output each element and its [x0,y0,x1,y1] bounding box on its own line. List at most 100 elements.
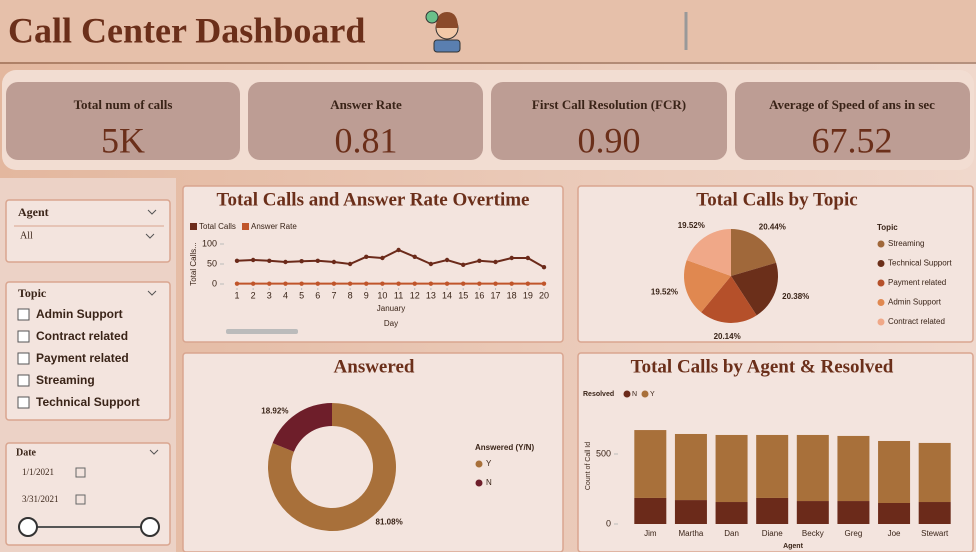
legend-swatch [475,460,483,468]
kpi-card: Answer Rate 0.81 [248,82,483,160]
point [331,281,337,286]
x-tick-label: Jim [644,529,657,538]
point [428,281,434,286]
bar-segment [878,440,911,503]
bar-segment [674,500,707,524]
donut-slice [272,403,332,452]
legend-swatch [877,240,885,248]
date-start[interactable]: 1/1/2021 [22,467,54,477]
kpi-value: 0.81 [335,120,398,160]
point [461,262,466,267]
agent-slicer[interactable]: Agent All [5,199,171,263]
point [525,255,531,261]
x-tick-label: 2 [251,290,256,300]
header-bar [0,0,976,62]
point [347,261,353,267]
point [541,265,547,270]
calendar-icon[interactable] [75,467,86,478]
point [444,257,450,263]
point [412,254,417,259]
x-tick-label: 14 [442,290,452,300]
chevron [149,449,159,455]
legend-label: Answer Rate [251,222,297,231]
y-tick-label: 0 [606,518,611,528]
point [493,281,498,286]
data-label: 20.14% [714,332,741,341]
legend-label: Technical Support [888,259,952,268]
bar-segment [796,501,829,524]
point [347,281,353,286]
topic-option[interactable]: Technical Support [17,395,140,409]
kpi-value: 67.52 [812,120,893,160]
point [234,258,240,263]
scrollbar[interactable] [226,329,298,334]
point [396,247,401,253]
point [283,259,288,265]
date-end[interactable]: 3/31/2021 [22,494,59,504]
x-tick-label: 12 [410,290,420,300]
bar-segment [918,442,951,503]
topic-option[interactable]: Payment related [17,351,129,365]
chevron [147,209,157,215]
slider-handle[interactable] [18,517,38,537]
x-tick-label: 15 [458,290,468,300]
x-axis-label: Agent [783,543,804,550]
point [444,281,450,286]
x-tick-label: 17 [491,290,501,300]
point [509,255,514,261]
x-tick-label: 5 [299,290,304,300]
point [396,281,401,286]
point [509,281,514,286]
topic-option[interactable]: Streaming [17,373,95,387]
pie-slice [686,229,731,276]
legend-swatch [877,279,885,287]
option-label: Admin Support [36,307,123,321]
slider-handle[interactable] [140,517,160,537]
x-tick-label: 3 [267,290,272,300]
x-axis-label: Day [384,319,398,328]
topic-option[interactable]: Contract related [17,329,128,343]
point [315,258,320,263]
y-tick-label: 50 [207,258,217,268]
x-tick-label: 6 [315,290,320,300]
point [267,281,272,286]
data-label: 20.38% [782,292,809,301]
topic-slicer: Topic Admin Support Contract related Pay… [5,281,171,421]
topic-option[interactable]: Admin Support [17,307,123,321]
slicer-title: Topic [18,286,47,300]
y-axis-label: Count of Call Id [585,442,592,490]
bar-segment [918,502,951,524]
x-tick-label: 19 [523,290,533,300]
donut-slice [268,402,397,531]
point [250,257,256,263]
x-tick-label: 10 [377,290,387,300]
y-tick-label: 0 [212,278,217,288]
legend-swatch [877,299,885,306]
y-axis-label: Total Calls... [189,242,198,286]
legend-label: Y [486,459,492,468]
bar-segment [715,434,748,503]
chart-title: Total Calls by Topic [696,189,857,210]
agent-icon [425,10,461,53]
point [380,255,385,261]
kpi-label: Total num of calls [74,97,173,112]
option-label: Contract related [36,329,128,343]
point [380,281,385,286]
data-label: 18.92% [261,407,288,416]
date-slicer: Date 1/1/2021 3/31/2021 [5,442,171,546]
calendar-icon[interactable] [75,494,86,505]
x-tick-label: 11 [394,290,403,300]
x-tick-label: 13 [426,290,436,300]
kpi-value: 5K [101,120,145,160]
chart-title: Answered [334,356,415,377]
bar-segment [674,433,707,501]
slicer-title: Agent [18,205,49,219]
point [364,254,369,259]
chevron [145,233,155,239]
legend-label: Streaming [888,239,924,248]
bar-segment [837,501,870,524]
point [234,281,240,286]
x-tick-label: 9 [364,290,369,300]
legend-title: Answered (Y/N) [475,443,534,452]
data-label: 81.08% [376,518,403,527]
